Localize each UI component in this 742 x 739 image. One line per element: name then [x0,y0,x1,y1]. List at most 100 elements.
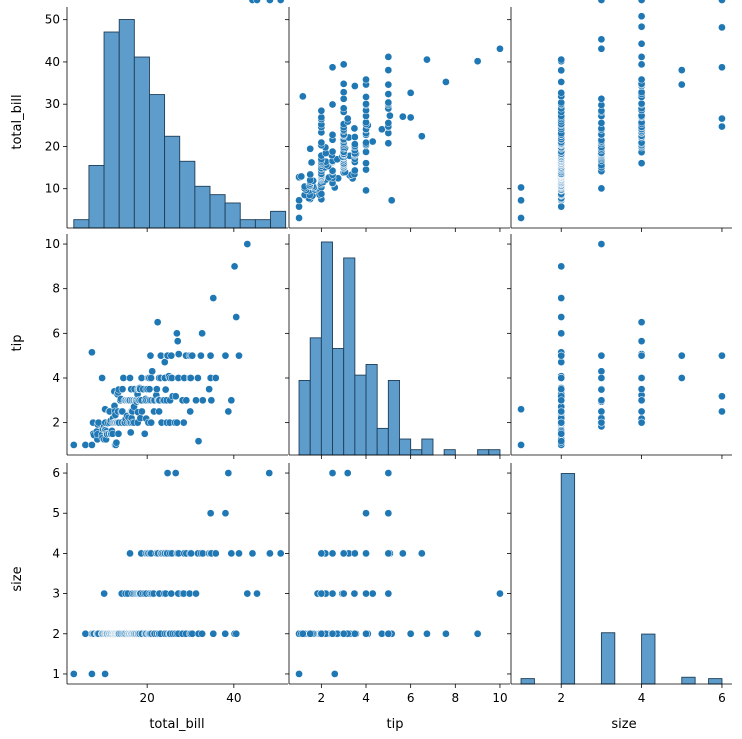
histogram-bar [133,56,150,229]
scatter-point [362,159,370,168]
scatter-point [557,396,566,405]
scatter-point [362,186,370,195]
scatter-point [126,549,134,558]
scatter-point [339,94,348,103]
scatter-point [98,374,106,382]
scatter-point [718,114,726,123]
scatter-point [384,66,393,74]
scatter-point [597,184,606,193]
scatter-point [171,469,180,477]
scatter-point [145,385,154,393]
scatter-point [442,629,450,638]
scatter-point [317,106,326,115]
scatter-point [339,629,348,638]
panel-size-vs-total_bill: 20 40 1 2 3 4 5 6 [52,463,288,705]
scatter-point [198,396,207,405]
scatter-point [718,0,726,4]
scatter-point [557,358,566,366]
x-tick-label: 6 [718,691,726,705]
histogram-bar [477,449,490,456]
y-tick-label: 8 [52,282,60,296]
scatter-point [137,374,146,382]
scatter-point [339,549,348,558]
scatter-point [328,469,337,477]
scatter-point [317,113,326,122]
scatter-point [718,351,726,360]
scatter-point [384,80,393,89]
histogram-bar [365,364,378,456]
scatter-point [351,133,359,141]
scatter-point [637,22,646,31]
scatter-point [295,196,303,205]
scatter-point [194,374,202,382]
scatter-point [207,396,216,405]
scatter-point [298,629,307,638]
scatter-point [317,589,326,598]
scatter-point [384,119,393,127]
scatter-point [227,396,236,405]
scatter-point [597,407,606,416]
scatter-point [152,385,161,393]
scatter-point [637,318,646,327]
scatter-point [406,89,415,97]
scatter-point [343,114,352,123]
scatter-point [174,350,183,358]
scatter-point [473,629,482,638]
x-tick-label: 8 [451,691,459,705]
scatter-point [368,589,377,598]
scatter-point [211,374,220,382]
scatter-point [155,407,163,416]
scatter-point [387,196,396,205]
scatter-point [637,351,646,360]
y-tick-label: 6 [52,326,60,340]
scatter-point [637,396,646,405]
scatter-point [187,549,195,558]
scatter-point [317,629,326,638]
y-tick-label: 10 [45,182,60,196]
scatter-point [167,351,176,360]
scatter-point [557,89,566,97]
scatter-point [221,351,230,360]
panel-total_bill-vs-size [507,0,732,232]
scatter-point [423,55,431,64]
scatter-point [718,63,726,72]
scatter-point [637,418,646,427]
scatter-point [171,392,180,401]
scatter-point [718,23,726,32]
histogram-bar [332,348,345,456]
histogram-bar [681,676,696,685]
scatter-point [384,53,393,61]
scatter-point [328,629,337,638]
scatter-point [248,549,257,558]
histogram-bar [708,678,723,685]
y-tick-label: 10 [45,237,60,251]
scatter-point [147,374,155,382]
scatter-point [339,104,348,113]
scatter-point [328,589,337,598]
scatter-point [126,428,135,437]
scatter-point [198,329,206,338]
x-tick-label: 10 [492,691,507,705]
scatter-point [384,98,393,107]
scatter-point [718,122,726,131]
scatter-point [351,629,359,638]
scatter-point [677,66,686,74]
scatter-point [198,629,206,638]
scatter-point [138,407,146,416]
scatter-point [677,80,686,89]
scatter-point [306,170,315,179]
scatter-point [384,469,393,477]
scatter-point [81,441,90,449]
scatter-point [637,99,646,108]
scatter-point [266,549,274,558]
scatter-point [69,670,78,678]
scatter-point [230,262,239,271]
scatter-point [328,130,337,139]
scatter-point [384,589,393,598]
scatter-point [119,374,128,382]
scatter-point [597,35,606,44]
histogram-bar [520,678,535,685]
x-axis-label-tip: tip [387,717,404,732]
scatter-point [243,240,252,248]
scatter-point [597,418,606,427]
